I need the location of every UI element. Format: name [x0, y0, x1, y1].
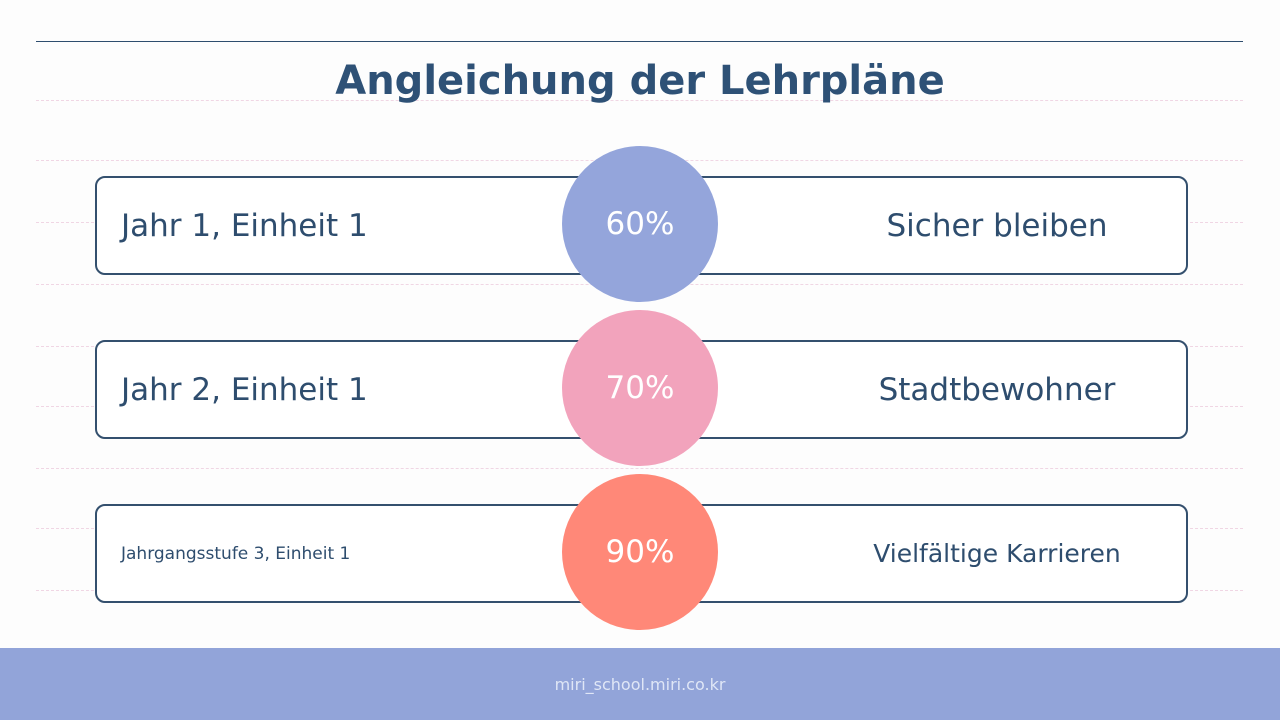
- row-right-label: Sicher bleiben: [886, 207, 1108, 244]
- guide-line: [36, 100, 1243, 101]
- row-left-label: Jahrgangsstufe 3, Einheit 1: [121, 543, 351, 564]
- row-right-label: Vielfältige Karrieren: [873, 539, 1121, 568]
- top-divider: [36, 41, 1243, 42]
- row-left-label: Jahr 2, Einheit 1: [121, 371, 368, 408]
- percent-circle-2: 70%: [562, 310, 718, 466]
- page-title: Angleichung der Lehrpläne: [335, 58, 945, 104]
- percent-circle-3: 90%: [562, 474, 718, 630]
- row-right-label: Stadtbewohner: [878, 371, 1116, 408]
- row-left-label: Jahr 1, Einheit 1: [121, 207, 368, 244]
- footer-text: miri_school.miri.co.kr: [554, 674, 726, 694]
- guide-line: [36, 468, 1243, 469]
- percent-circle-1: 60%: [562, 146, 718, 302]
- footer-bar: miri_school.miri.co.kr: [0, 648, 1280, 720]
